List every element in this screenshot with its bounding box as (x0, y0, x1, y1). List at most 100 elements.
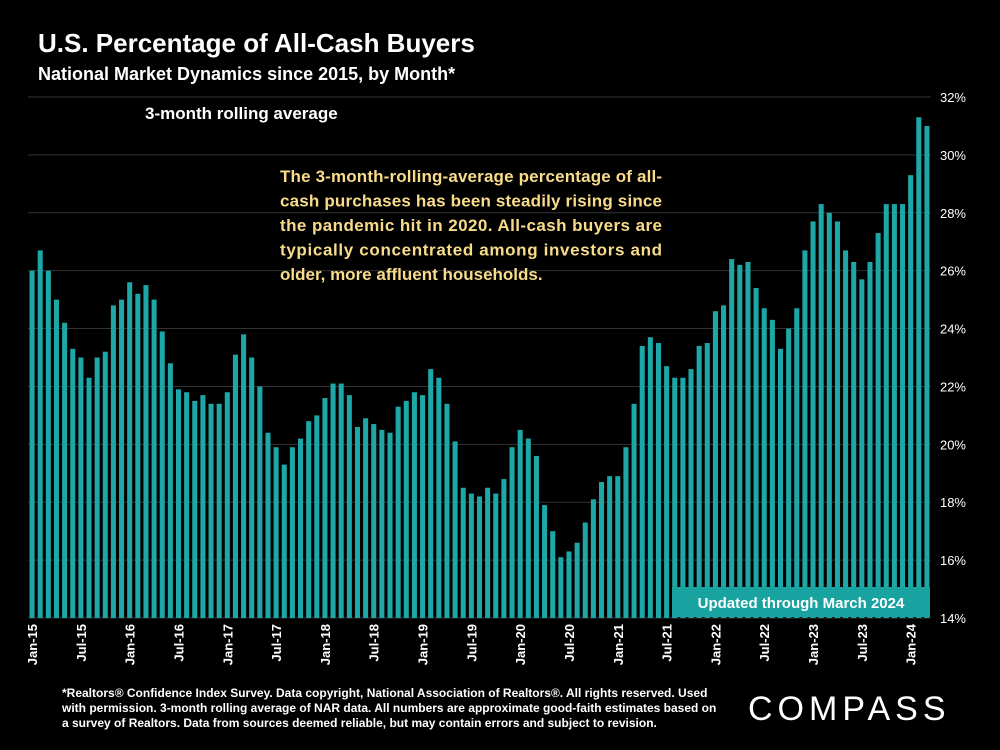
bar (78, 357, 84, 618)
bar (908, 175, 914, 618)
bar (599, 481, 605, 618)
bar (924, 125, 930, 618)
bar (851, 261, 857, 618)
bar (468, 493, 474, 618)
bar (249, 357, 255, 618)
bar (436, 377, 442, 618)
bar (672, 377, 678, 618)
bar (550, 531, 556, 618)
bar (29, 270, 35, 618)
bar (298, 438, 304, 618)
y-tick-label: 28% (940, 206, 966, 221)
bar (639, 345, 645, 618)
bar (346, 395, 352, 618)
bar (647, 337, 653, 618)
y-tick-label: 20% (940, 437, 966, 452)
bar (411, 392, 417, 618)
bar (379, 429, 385, 618)
bar (306, 421, 312, 618)
bar (363, 418, 369, 618)
bar (834, 221, 840, 618)
bar (387, 432, 393, 618)
bar (607, 476, 613, 618)
bar (826, 212, 832, 618)
series-label: 3-month rolling average (145, 104, 338, 123)
bar (371, 424, 377, 618)
bar (403, 400, 409, 618)
bar (891, 204, 897, 618)
bar (86, 377, 92, 618)
bar (241, 334, 247, 618)
x-tick-label: Jan-21 (611, 624, 626, 665)
bar (452, 441, 458, 618)
x-tick-label: Jan-20 (513, 624, 528, 665)
bar (428, 369, 434, 618)
bar (460, 487, 466, 618)
bar (62, 322, 68, 618)
bar (566, 551, 572, 618)
x-tick-label: Jul-20 (562, 624, 577, 662)
bar (631, 403, 637, 618)
bar (338, 383, 344, 618)
bar (45, 270, 51, 618)
bar (582, 522, 588, 618)
bar (476, 496, 483, 618)
x-tick-label: Jul-17 (269, 624, 284, 662)
bar (525, 438, 531, 618)
bar (843, 250, 849, 618)
bars (29, 117, 930, 619)
bar (110, 305, 116, 618)
bar (745, 261, 751, 618)
bar (615, 476, 621, 618)
bar (574, 542, 580, 618)
bar (70, 348, 76, 618)
annotation-text: The 3-month-rolling-average percentage o… (280, 167, 662, 284)
bar (753, 288, 759, 618)
bar (802, 250, 808, 618)
bar (53, 299, 59, 618)
bar (354, 426, 360, 618)
updated-badge-text: Updated through March 2024 (698, 595, 905, 612)
bar (167, 363, 173, 618)
bar (184, 392, 190, 618)
bar (810, 221, 816, 618)
bar (590, 499, 596, 618)
bar (680, 377, 686, 618)
bar (883, 204, 889, 618)
compass-logo: COMPASS (748, 690, 951, 728)
bar (900, 204, 906, 618)
bar (216, 403, 222, 618)
y-tick-label: 16% (940, 553, 966, 568)
y-tick-label: 26% (940, 264, 966, 279)
bar (867, 261, 873, 618)
bar (127, 282, 133, 618)
bar (688, 369, 694, 618)
bar (501, 479, 507, 618)
bar (322, 398, 328, 618)
bar (623, 447, 629, 618)
x-tick-label: Jan-22 (708, 624, 723, 665)
bar (281, 464, 287, 618)
bar (558, 557, 564, 618)
x-tick-label: Jan-18 (318, 624, 333, 665)
x-tick-label: Jan-15 (25, 624, 40, 665)
bar (655, 343, 661, 618)
x-tick-label: Jan-16 (123, 624, 138, 665)
bar (517, 429, 523, 618)
bar (916, 117, 922, 618)
x-tick-label: Jan-23 (806, 624, 821, 665)
bar (273, 447, 279, 618)
bar (444, 403, 450, 618)
x-tick-label: Jul-22 (757, 624, 772, 662)
bar (395, 406, 401, 618)
updated-badge: Updated through March 2024 (672, 587, 930, 617)
y-axis-ticks: 14% 16% 18% 20% 22% 24% 26% 28% 30% 32% (940, 90, 966, 626)
bar (192, 400, 198, 618)
chart-subtitle: National Market Dynamics since 2015, by … (38, 64, 456, 84)
bar (777, 348, 784, 618)
y-tick-label: 18% (940, 495, 966, 510)
bar (818, 204, 824, 618)
bar (664, 366, 670, 618)
x-tick-label: Jul-19 (464, 624, 479, 662)
bar (533, 455, 539, 618)
